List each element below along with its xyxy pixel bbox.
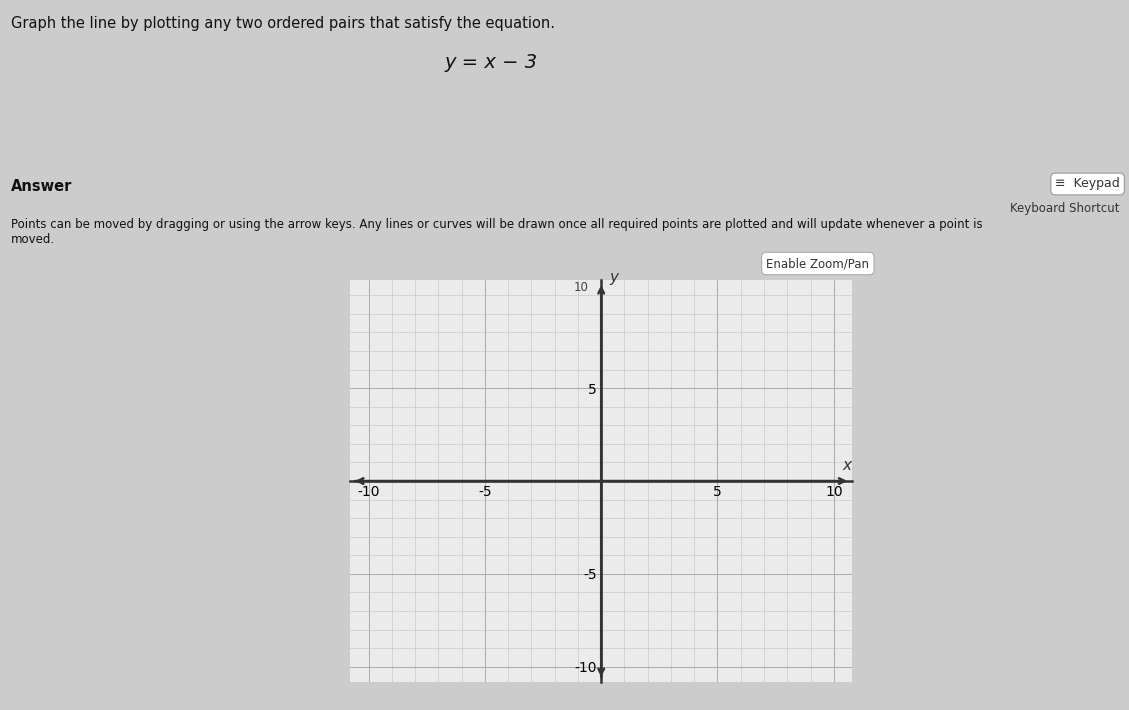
Text: Graph the line by plotting any two ordered pairs that satisfy the equation.: Graph the line by plotting any two order… bbox=[11, 16, 555, 31]
Text: Keyboard Shortcut: Keyboard Shortcut bbox=[1010, 202, 1120, 215]
Text: x: x bbox=[842, 458, 851, 473]
Text: Answer: Answer bbox=[11, 179, 72, 194]
Text: 10: 10 bbox=[574, 281, 588, 295]
Text: ≡  Keypad: ≡ Keypad bbox=[1056, 178, 1120, 190]
Text: y: y bbox=[610, 270, 619, 285]
Text: Enable Zoom/Pan: Enable Zoom/Pan bbox=[767, 257, 869, 270]
Text: y = x − 3: y = x − 3 bbox=[445, 53, 537, 72]
Text: Points can be moved by dragging or using the arrow keys. Any lines or curves wil: Points can be moved by dragging or using… bbox=[11, 218, 983, 246]
